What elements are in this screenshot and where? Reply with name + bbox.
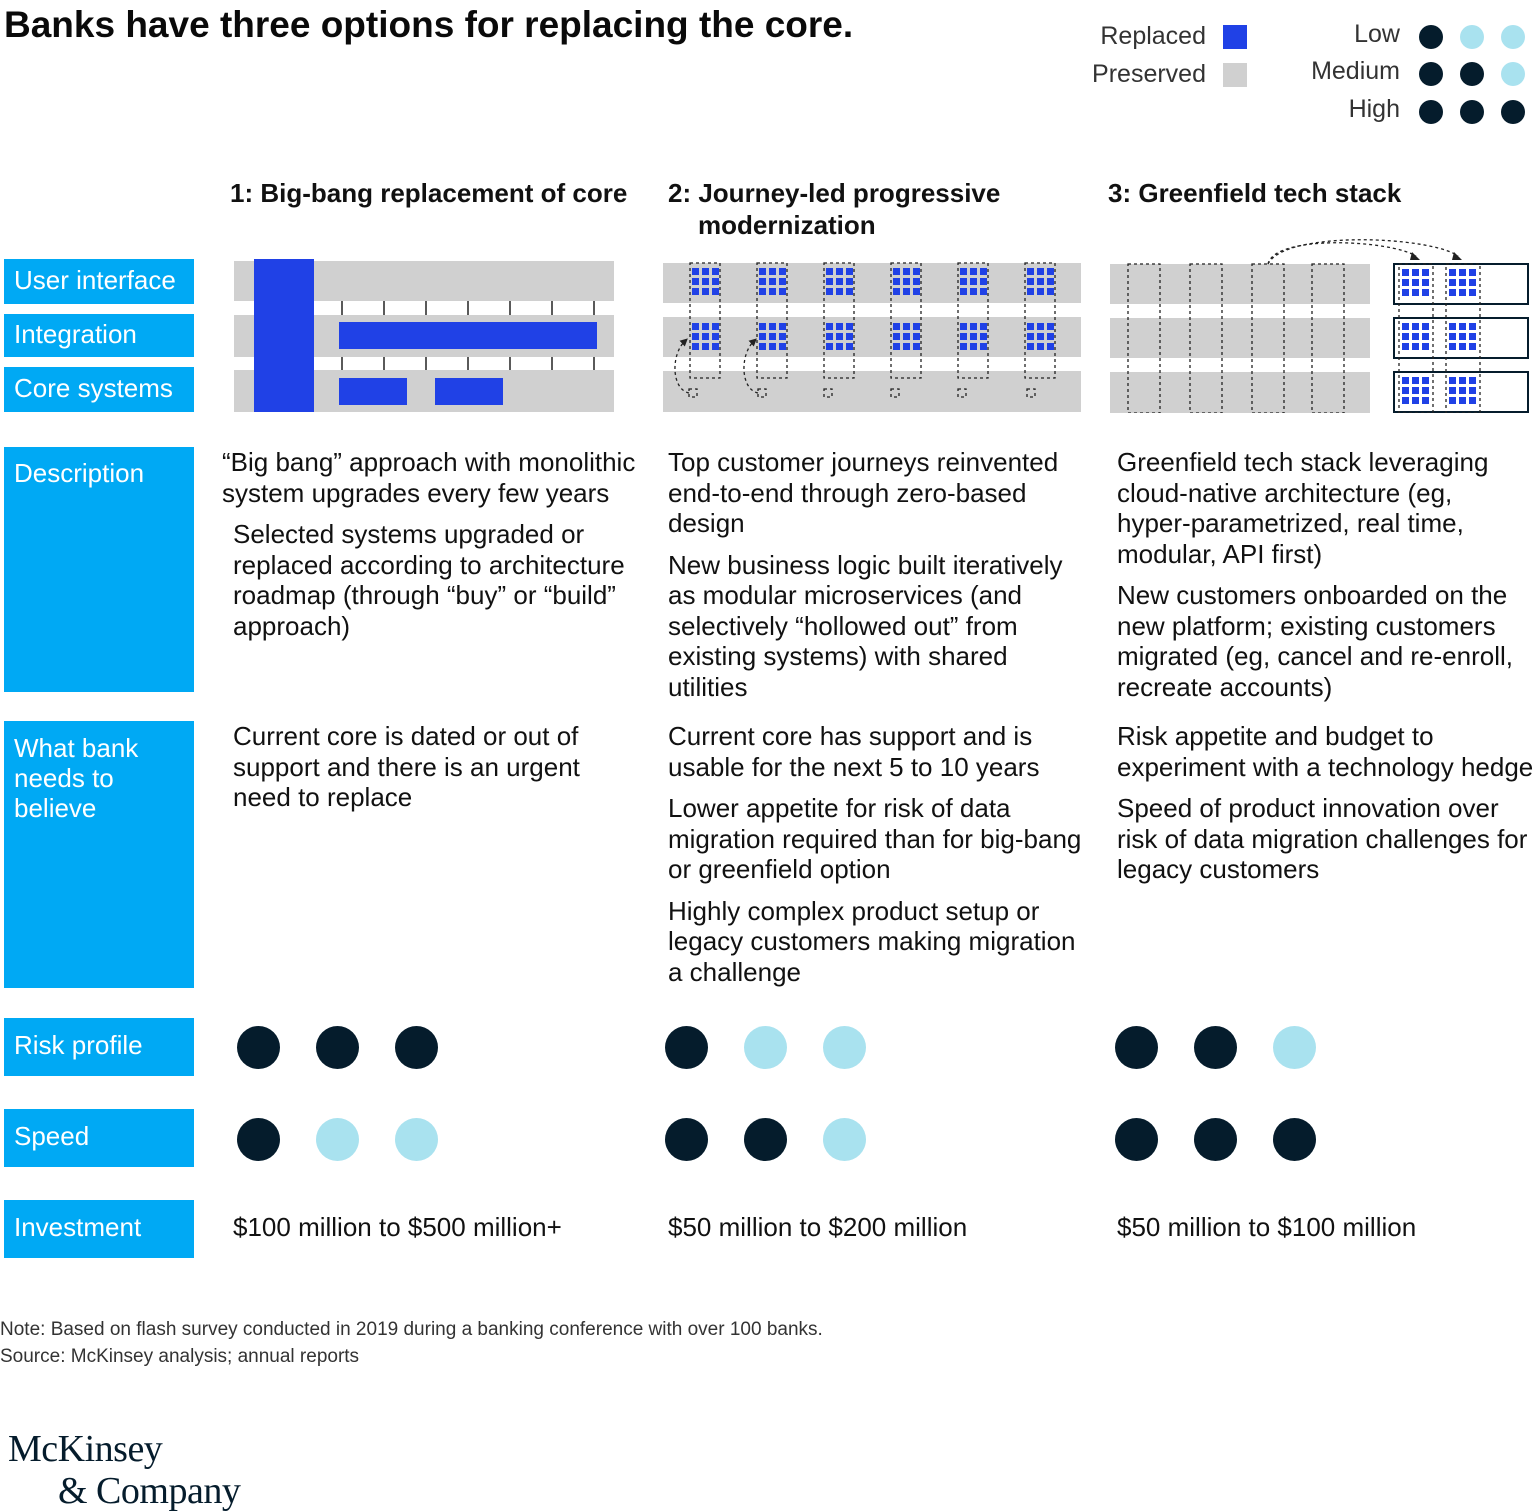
legend-dot-medium-1 bbox=[1419, 62, 1443, 86]
legend-dot-medium-3 bbox=[1501, 62, 1525, 86]
legend-replaced-swatch bbox=[1223, 25, 1247, 49]
legend-dot-low-3 bbox=[1501, 25, 1525, 49]
believe-journey-item-1: Current core has support and is usable f… bbox=[668, 721, 1040, 782]
journey-outlines bbox=[674, 262, 1056, 398]
replaced-core-block-1 bbox=[339, 378, 407, 405]
believe-big-bang: Current core is dated or out of support … bbox=[233, 721, 633, 824]
description-greenfield-item-2: New customers onboarded on the new platf… bbox=[1117, 580, 1513, 702]
description-big-bang-item-1: “Big bang” approach with monolithic syst… bbox=[222, 447, 636, 508]
integration-layer-bar bbox=[663, 317, 1081, 357]
legend-medium-label: Medium bbox=[1311, 57, 1400, 85]
row-label-believe-line2: needs to bbox=[14, 763, 114, 793]
description-greenfield: Greenfield tech stack leveraging cloud-n… bbox=[1117, 447, 1533, 713]
speed-dot-col2-1 bbox=[665, 1118, 708, 1161]
ui-layer-bar bbox=[1110, 264, 1370, 304]
legend-dot-low-1 bbox=[1419, 25, 1443, 49]
logo-line2: & Company bbox=[58, 1470, 241, 1512]
speed-dot-col2-2 bbox=[744, 1118, 787, 1161]
mckinsey-logo: McKinsey & Company bbox=[8, 1428, 241, 1512]
ui-layer-bar bbox=[663, 263, 1081, 303]
column-heading-journey-line2: modernization bbox=[698, 210, 876, 240]
speed-dot-col3-1 bbox=[1115, 1118, 1158, 1161]
row-label-believe: What bank needs to believe bbox=[4, 721, 194, 988]
legend-dot-low-2 bbox=[1460, 25, 1484, 49]
description-greenfield-item-1: Greenfield tech stack leveraging cloud-n… bbox=[1117, 447, 1489, 569]
column-heading-journey-line1: 2: Journey-led progressive bbox=[668, 178, 1001, 208]
description-big-bang-item-2: Selected systems upgraded or replaced ac… bbox=[233, 519, 625, 641]
row-label-integration: Integration bbox=[4, 314, 194, 357]
row-label-investment: Investment bbox=[4, 1200, 194, 1258]
page-title: Banks have three options for replacing t… bbox=[4, 4, 854, 45]
believe-greenfield-item-2: Speed of product innovation over risk of… bbox=[1117, 793, 1528, 884]
legend-dot-medium-2 bbox=[1460, 62, 1484, 86]
speed-dot-col3-3 bbox=[1273, 1118, 1316, 1161]
legend-preserved-swatch bbox=[1223, 63, 1247, 87]
investment-journey: $50 million to $200 million bbox=[668, 1212, 968, 1242]
diagram-journey-led bbox=[663, 262, 1081, 412]
speed-dot-col3-2 bbox=[1194, 1118, 1237, 1161]
risk-dot-col3-2 bbox=[1194, 1026, 1237, 1069]
row-label-believe-line3: believe bbox=[14, 793, 97, 823]
legend-dot-high-2 bbox=[1460, 100, 1484, 124]
column-heading-greenfield: 3: Greenfield tech stack bbox=[1108, 178, 1402, 208]
speed-dot-col2-3 bbox=[823, 1118, 866, 1161]
connector-lines bbox=[341, 301, 595, 370]
legend-replaced-label: Replaced bbox=[1100, 22, 1206, 50]
source-note: Source: McKinsey analysis; annual report… bbox=[0, 1346, 360, 1367]
replaced-core-block-2 bbox=[435, 378, 503, 405]
row-label-description: Description bbox=[4, 447, 194, 692]
legend-preserved-label: Preserved bbox=[1092, 60, 1206, 88]
legend-low-label: Low bbox=[1354, 20, 1400, 48]
description-journey: Top customer journeys reinvented end-to-… bbox=[668, 447, 1080, 713]
replaced-monolith-block bbox=[254, 259, 314, 412]
replaced-integration-block bbox=[339, 322, 597, 349]
believe-journey-item-2: Lower appetite for risk of data migratio… bbox=[668, 793, 1082, 884]
row-label-user-interface: User interface bbox=[4, 259, 194, 304]
believe-greenfield: Risk appetite and budget to experiment w… bbox=[1117, 721, 1535, 896]
row-label-speed: Speed bbox=[4, 1109, 194, 1167]
description-journey-item-2: New business logic built iteratively as … bbox=[668, 549, 1063, 702]
core-layer-bar bbox=[1110, 372, 1370, 413]
risk-dot-col2-3 bbox=[823, 1026, 866, 1069]
integration-layer-bar bbox=[1110, 318, 1370, 358]
believe-greenfield-item-1: Risk appetite and budget to experiment w… bbox=[1117, 721, 1534, 782]
risk-dot-col3-3 bbox=[1273, 1026, 1316, 1069]
core-layer-bar bbox=[663, 371, 1081, 412]
legend-dot-high-1 bbox=[1419, 100, 1443, 124]
diagram-greenfield bbox=[1110, 239, 1529, 413]
new-stack-outlines bbox=[1398, 263, 1481, 413]
risk-dot-col1-1 bbox=[237, 1026, 280, 1069]
footnote: Note: Based on flash survey conducted in… bbox=[0, 1319, 823, 1340]
legacy-stack-outlines bbox=[1127, 239, 1459, 413]
logo-line1: McKinsey bbox=[8, 1428, 163, 1470]
risk-dot-col1-3 bbox=[395, 1026, 438, 1069]
diagram-big-bang bbox=[234, 259, 614, 412]
risk-dot-col3-1 bbox=[1115, 1026, 1158, 1069]
believe-journey-item-3: Highly complex product setup or legacy c… bbox=[668, 895, 1076, 987]
speed-dot-col1-1 bbox=[237, 1118, 280, 1161]
risk-dot-col2-1 bbox=[665, 1026, 708, 1069]
believe-journey: Current core has support and is usable f… bbox=[668, 721, 1088, 998]
description-big-bang: “Big bang” approach with monolithic syst… bbox=[222, 447, 642, 652]
column-heading-big-bang: 1: Big-bang replacement of core bbox=[230, 178, 628, 208]
investment-big-bang: $100 million to $500 million+ bbox=[233, 1212, 562, 1242]
believe-big-bang-item-1: Current core is dated or out of support … bbox=[233, 721, 580, 812]
risk-dot-col2-2 bbox=[744, 1026, 787, 1069]
investment-greenfield: $50 million to $100 million bbox=[1117, 1212, 1417, 1242]
description-journey-item-1: Top customer journeys reinvented end-to-… bbox=[668, 447, 1059, 538]
risk-dot-col1-2 bbox=[316, 1026, 359, 1069]
row-label-core-systems: Core systems bbox=[4, 367, 194, 412]
row-label-believe-line1: What bank bbox=[14, 733, 139, 763]
row-label-risk-profile: Risk profile bbox=[4, 1018, 194, 1076]
speed-dot-col1-3 bbox=[395, 1118, 438, 1161]
legend-dot-high-3 bbox=[1501, 100, 1525, 124]
speed-dot-col1-2 bbox=[316, 1118, 359, 1161]
legend-high-label: High bbox=[1348, 95, 1400, 123]
